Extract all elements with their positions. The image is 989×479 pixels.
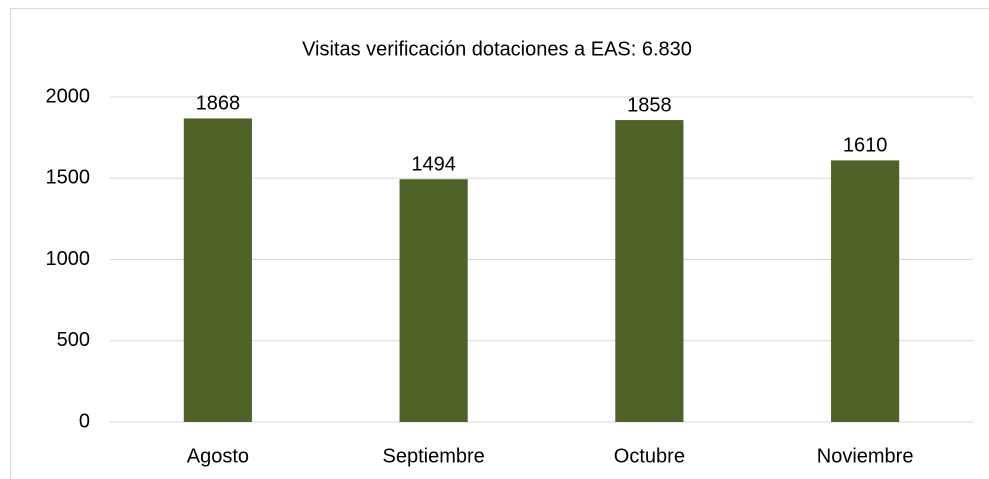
y-tick-label: 2000 <box>46 85 91 107</box>
chart-frame <box>10 8 989 479</box>
x-tick-label: Noviembre <box>817 445 914 467</box>
data-label: 1858 <box>627 94 672 116</box>
y-tick-label: 500 <box>57 329 90 351</box>
data-label: 1610 <box>843 135 888 157</box>
bar <box>399 179 468 422</box>
bar <box>615 120 684 422</box>
x-tick-label: Agosto <box>187 445 249 467</box>
data-label: 1868 <box>196 93 241 115</box>
y-tick-label: 1000 <box>46 248 91 270</box>
y-tick-label: 0 <box>79 410 90 432</box>
y-tick-label: 1500 <box>46 167 91 189</box>
x-tick-label: Septiembre <box>382 445 484 467</box>
bar <box>831 160 900 422</box>
x-tick-label: Octubre <box>614 445 685 467</box>
bar <box>183 118 252 422</box>
data-label: 1494 <box>411 154 456 176</box>
chart-title: Visitas verificación dotaciones a EAS: 6… <box>302 38 692 60</box>
